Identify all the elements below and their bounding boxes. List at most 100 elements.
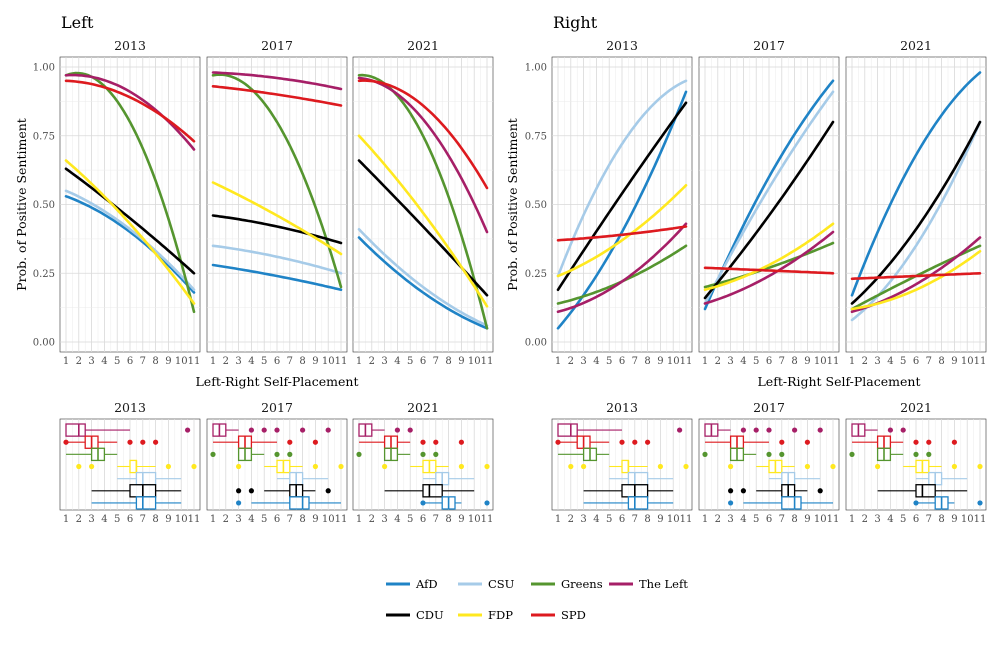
- boxplot-outlier-spd: [632, 439, 638, 445]
- boxplot-outlier-spd: [619, 439, 625, 445]
- boxplot-outlier-cdu: [248, 488, 254, 494]
- panel-right-2013: 2013 1 2 3 4 5 6 7 8 9 10 11: [551, 38, 693, 367]
- x-tick-label: 3: [727, 356, 733, 367]
- series-line-csu: [64, 189, 196, 292]
- boxplot-strip-label: 2017: [753, 400, 785, 415]
- x-tick-label: 2: [369, 356, 375, 367]
- legend-entry-spd: SPD: [531, 608, 586, 622]
- x-tick-label: 10: [667, 356, 680, 367]
- x-tick-label: 3: [874, 514, 880, 525]
- x-tick-label: 11: [974, 356, 987, 367]
- boxplot-outlier-greens: [926, 451, 932, 457]
- x-tick-label: 9: [657, 514, 663, 525]
- x-tick-label: 3: [727, 514, 733, 525]
- x-tick-label: 6: [274, 514, 280, 525]
- series-line-afd: [357, 236, 489, 330]
- x-tick-label: 7: [632, 514, 638, 525]
- x-tick-label: 2: [568, 514, 574, 525]
- x-tick-label: 10: [814, 356, 827, 367]
- x-tick-label: 4: [740, 514, 746, 525]
- x-tick-label: 1: [356, 514, 362, 525]
- x-tick-label: 6: [420, 356, 426, 367]
- boxplot-outlier-fdp: [191, 463, 197, 470]
- boxplot-outlier-greens: [356, 451, 362, 457]
- panel-strip-label: 2017: [261, 38, 293, 53]
- series-line-the-left: [64, 73, 196, 151]
- boxplot-outlier-the-left: [261, 427, 267, 433]
- boxplot-outlier-afd: [977, 500, 983, 506]
- group-title: Left: [61, 13, 94, 32]
- panel-left-2013: 2013 1 2 3 4 5 6 7 8 9 10 11: [59, 38, 200, 367]
- x-tick-label: 6: [274, 356, 280, 367]
- x-tick-label: 6: [127, 356, 133, 367]
- series-line-spd: [850, 271, 982, 281]
- x-tick-label: 10: [667, 514, 680, 525]
- x-tick-label: 5: [900, 356, 906, 367]
- legend-label: The Left: [639, 577, 688, 591]
- boxplot-outlier-fdp: [312, 463, 318, 470]
- x-tick-label: 9: [951, 356, 957, 367]
- x-tick-label: 3: [88, 356, 94, 367]
- x-tick-label: 11: [335, 514, 348, 525]
- facet-group-left: Left Prob. of Positive Sentiment Left-Righ…: [14, 13, 493, 525]
- boxplot-outlier-spd: [63, 439, 69, 445]
- series-line-greens: [703, 241, 835, 289]
- x-tick-label: 10: [961, 356, 974, 367]
- x-tick-label: 11: [188, 514, 201, 525]
- y-axis-title: Prob. of Positive Sentiment: [505, 118, 520, 291]
- x-tick-label: 3: [580, 514, 586, 525]
- boxplot-outlier-fdp: [458, 463, 464, 470]
- boxplot-outlier-greens: [420, 451, 426, 457]
- x-tick-label: 8: [644, 356, 650, 367]
- x-tick-label: 11: [680, 514, 693, 525]
- x-tick-label: 11: [481, 356, 494, 367]
- boxplot-outlier-fdp: [804, 463, 811, 470]
- x-tick-label: 10: [468, 514, 481, 525]
- boxplot-outlier-the-left: [677, 427, 683, 433]
- x-tick-label: 3: [235, 356, 241, 367]
- boxplot-strip-label: 2017: [261, 400, 293, 415]
- x-tick-label: 2: [715, 356, 721, 367]
- x-tick-label: 7: [140, 356, 146, 367]
- x-tick-label: 11: [335, 356, 348, 367]
- legend-entry-greens: Greens: [531, 577, 603, 591]
- legend: AfD CSU Greens The Left CDU FDP SPD: [386, 577, 688, 622]
- x-tick-label: 7: [433, 356, 439, 367]
- x-axis-title: Left-Right Self-Placement: [758, 374, 921, 389]
- x-tick-label: 11: [680, 356, 693, 367]
- boxplot-outlier-fdp: [657, 463, 664, 470]
- series-line-csu: [357, 228, 489, 327]
- boxplot-outlier-fdp: [977, 463, 983, 470]
- panel-strip-label: 2013: [114, 38, 146, 53]
- x-tick-label: 8: [445, 514, 451, 525]
- y-tick-label: 0.00: [33, 338, 55, 349]
- x-tick-label: 3: [88, 514, 94, 525]
- x-tick-label: 8: [152, 514, 158, 525]
- x-tick-label: 6: [420, 514, 426, 525]
- y-tick-label: 0.25: [33, 269, 55, 280]
- boxplot-outlier-greens: [913, 451, 919, 457]
- x-tick-label: 6: [913, 356, 919, 367]
- series-line-afd: [556, 90, 688, 330]
- x-tick-label: 4: [101, 514, 107, 525]
- boxplot-outlier-greens: [433, 451, 439, 457]
- series-line-afd: [211, 263, 343, 292]
- legend-label: FDP: [488, 608, 513, 622]
- x-tick-label: 6: [619, 514, 625, 525]
- series-line-fdp: [211, 181, 343, 256]
- legend-entry-csu: CSU: [458, 577, 515, 591]
- boxplot-panel-left-2017: 2017 1 2 3 4 5 6 7 8 9 10 11: [206, 400, 348, 525]
- x-tick-label: 3: [381, 356, 387, 367]
- x-tick-label: 6: [766, 514, 772, 525]
- x-tick-label: 1: [356, 356, 362, 367]
- boxplot-outlier-fdp: [165, 463, 171, 470]
- x-tick-label: 3: [580, 356, 586, 367]
- x-tick-label: 5: [114, 356, 120, 367]
- x-tick-label: 10: [175, 514, 188, 525]
- boxplot-outlier-the-left: [185, 427, 191, 433]
- x-tick-label: 2: [76, 356, 82, 367]
- boxplot-outlier-greens: [287, 451, 293, 457]
- y-tick-label: 0.75: [33, 131, 55, 142]
- x-tick-label: 2: [862, 514, 868, 525]
- y-tick-label: 0.50: [525, 200, 547, 211]
